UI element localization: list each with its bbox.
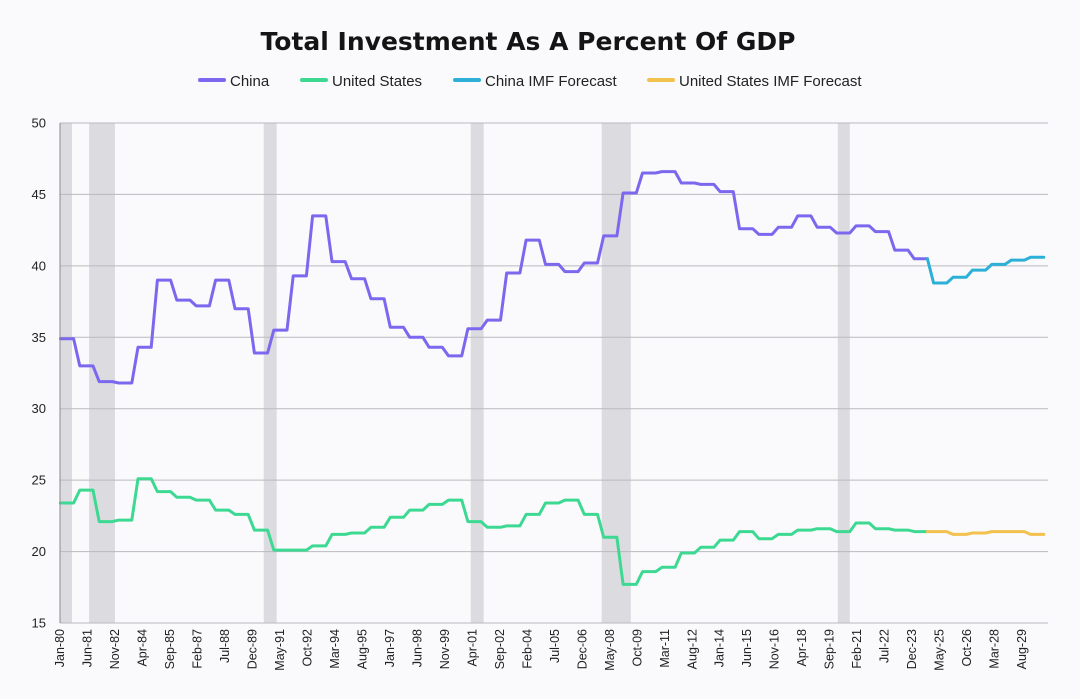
x-tick-label: Aug-12 — [685, 629, 699, 669]
x-tick-label: Sep-19 — [823, 629, 837, 669]
x-tick-label: Oct-26 — [960, 629, 974, 667]
x-tick-label: Dec-06 — [575, 629, 589, 669]
x-tick-label: Dec-23 — [905, 629, 919, 669]
y-tick-label: 20 — [32, 544, 46, 559]
x-tick-label: May-91 — [273, 629, 287, 671]
x-axis: Jan-80 Jun-81 Nov-82 Apr-84 Sep-85 Feb-87 Jul-… — [53, 629, 1029, 671]
x-tick-label: Nov-82 — [108, 629, 122, 669]
x-tick-label: Apr-01 — [465, 629, 479, 667]
x-tick-label: Mar-94 — [328, 629, 342, 669]
series-line-china-imf-forecast — [925, 255, 1046, 285]
recession-band-2 — [263, 123, 277, 623]
gridlines — [60, 122, 1048, 624]
x-tick-label: Oct-92 — [300, 629, 314, 667]
chart-title: Total Investment As A Percent Of GDP — [261, 27, 796, 56]
x-tick-label: Jan-80 — [53, 629, 67, 667]
recession-band-5 — [837, 123, 850, 623]
y-tick-label: 25 — [32, 473, 46, 488]
series-lines — [58, 170, 1046, 586]
x-tick-label: Aug-95 — [355, 629, 369, 669]
series-line-united-states-imf-forecast — [925, 530, 1046, 536]
x-tick-label: Feb-21 — [850, 629, 864, 669]
x-tick-label: Feb-04 — [520, 629, 534, 669]
x-tick-label: Mar-11 — [658, 629, 672, 668]
y-axis: 15 20 25 30 35 40 45 50 — [32, 116, 61, 631]
x-tick-label: Aug-29 — [1015, 629, 1029, 669]
x-tick-label: Jan-97 — [383, 629, 397, 667]
x-tick-label: Nov-16 — [768, 629, 782, 669]
x-tick-label: Apr-84 — [135, 629, 149, 667]
x-tick-label: Jun-81 — [80, 629, 94, 667]
legend: China United States China IMF Forecast Unit… — [198, 73, 862, 90]
x-tick-label: Apr-18 — [795, 629, 809, 667]
legend-label-1: United States — [332, 73, 422, 90]
x-tick-label: Mar-28 — [988, 629, 1002, 669]
x-tick-label: Jan-14 — [713, 629, 727, 667]
y-tick-label: 15 — [32, 616, 46, 631]
series-line-china — [58, 170, 929, 385]
recession-band-3 — [470, 123, 484, 623]
x-tick-label: Feb-87 — [190, 629, 204, 669]
x-tick-label: Nov-99 — [438, 629, 452, 669]
legend-label-2: China IMF Forecast — [485, 73, 618, 90]
legend-label-0: China — [230, 73, 270, 90]
recession-band-0 — [60, 123, 72, 623]
x-tick-label: Jul-05 — [548, 629, 562, 663]
recession-band-4 — [601, 123, 631, 623]
series-line-united-states — [58, 477, 929, 586]
x-tick-label: Sep-85 — [163, 629, 177, 669]
y-tick-label: 50 — [32, 116, 46, 131]
x-tick-label: Sep-02 — [493, 629, 507, 669]
x-tick-label: Jun-98 — [410, 629, 424, 667]
y-tick-label: 35 — [32, 330, 46, 345]
y-tick-label: 30 — [32, 401, 46, 416]
x-tick-label: Oct-09 — [630, 629, 644, 667]
x-tick-label: May-08 — [603, 629, 617, 671]
x-tick-label: May-25 — [933, 629, 947, 671]
x-tick-label: Jul-88 — [218, 629, 232, 663]
recession-bands — [60, 123, 850, 623]
y-tick-label: 40 — [32, 258, 46, 273]
x-tick-label: Jul-22 — [878, 629, 892, 663]
legend-label-3: United States IMF Forecast — [679, 73, 862, 90]
x-tick-label: Jun-15 — [740, 629, 754, 667]
x-tick-label: Dec-89 — [245, 629, 259, 669]
recession-band-1 — [89, 123, 115, 623]
y-tick-label: 45 — [32, 187, 46, 202]
